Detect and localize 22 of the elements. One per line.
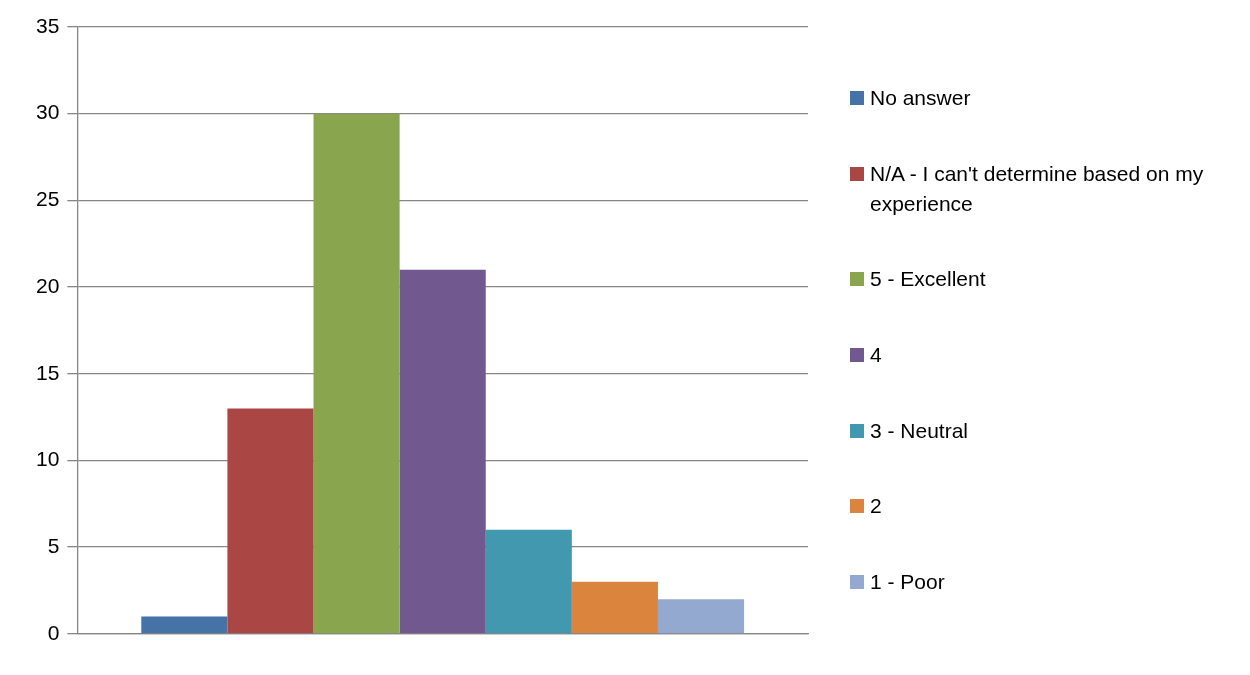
y-tick-label: 30 — [36, 100, 60, 124]
bar — [141, 616, 228, 634]
legend-label: 2 — [870, 493, 882, 520]
bar — [227, 408, 314, 634]
y-tick-label: 25 — [36, 187, 60, 211]
y-tick-label: 0 — [47, 620, 60, 644]
y-tick-label: 20 — [36, 273, 60, 297]
bar — [571, 581, 658, 634]
legend-label: N/A - I can't determine based on my experience — [870, 160, 1205, 217]
legend-label: 5 - Excellent — [870, 266, 986, 293]
bar — [313, 113, 400, 634]
y-tick-label: 5 — [47, 533, 60, 557]
y-tick-label: 15 — [36, 360, 60, 384]
bar — [485, 529, 572, 634]
legend-label: 1 - Poor — [870, 569, 945, 596]
bar — [399, 269, 486, 634]
legend-label: 3 - Neutral — [870, 417, 969, 444]
y-tick-label: 35 — [36, 13, 60, 37]
legend-label: 4 — [870, 341, 882, 368]
y-tick-label: 10 — [36, 447, 60, 471]
bar — [657, 599, 745, 634]
legend-label: No answer — [870, 84, 971, 111]
